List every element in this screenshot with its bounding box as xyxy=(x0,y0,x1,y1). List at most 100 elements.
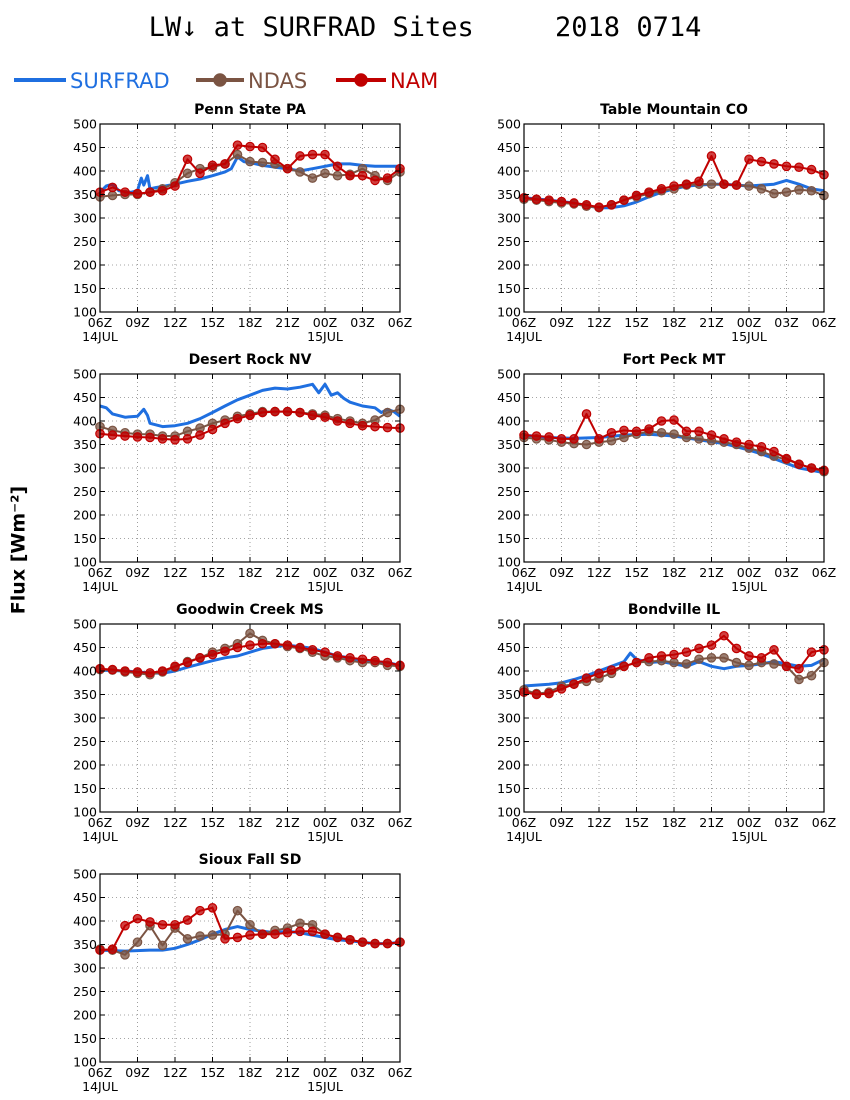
y-tick-label: 300 xyxy=(73,961,97,976)
point-nam xyxy=(581,673,592,683)
point-nam xyxy=(207,424,218,435)
y-tick-label: 200 xyxy=(73,508,97,523)
point-ndas xyxy=(245,919,255,930)
point-ndas xyxy=(132,937,143,947)
x-tick-label: 09Z xyxy=(549,565,573,580)
x-tick-label: 06Z xyxy=(512,315,536,330)
point-ndas xyxy=(295,918,305,929)
point-nam xyxy=(107,664,118,675)
point-nam xyxy=(619,425,629,436)
point-nam xyxy=(307,149,318,160)
point-nam xyxy=(370,175,380,186)
y-tick-label: 100 xyxy=(73,1055,97,1070)
point-nam xyxy=(569,434,579,444)
point-ndas xyxy=(744,660,754,671)
x-date-label: 14JUL xyxy=(82,1079,118,1094)
point-nam xyxy=(195,653,205,663)
y-tick-label: 300 xyxy=(497,711,521,726)
point-nam xyxy=(744,651,754,661)
x-tick-label: 18Z xyxy=(662,565,686,580)
point-nam xyxy=(706,151,717,161)
grid xyxy=(524,624,824,812)
point-nam xyxy=(120,666,130,676)
y-tick-label: 200 xyxy=(497,758,521,773)
point-nam xyxy=(207,160,218,171)
point-nam xyxy=(531,431,542,441)
point-nam xyxy=(731,643,742,654)
point-nam xyxy=(332,651,343,661)
point-ndas xyxy=(794,185,804,195)
x-tick-label: 03Z xyxy=(350,1065,374,1080)
legend-marker-ndas xyxy=(213,73,227,87)
point-nam xyxy=(731,437,742,447)
point-nam xyxy=(644,424,654,434)
point-nam xyxy=(107,182,118,193)
x-tick-label: 00Z xyxy=(313,315,337,330)
grid xyxy=(100,124,400,312)
x-tick-label: 00Z xyxy=(313,815,337,830)
y-tick-label: 100 xyxy=(73,805,97,820)
point-nam xyxy=(182,657,193,668)
point-nam xyxy=(606,200,617,210)
x-tick-label: 06Z xyxy=(88,815,112,830)
panel-penn-state-pa: Penn State PA 100 150 200 250 300 350 400 450 500… xyxy=(73,102,412,344)
y-tick-label: 500 xyxy=(73,117,97,132)
point-nam xyxy=(719,179,729,189)
y-tick-label: 300 xyxy=(73,711,97,726)
point-nam xyxy=(806,463,817,473)
point-nam xyxy=(245,930,255,940)
point-nam xyxy=(132,913,143,924)
x-tick-label: 09Z xyxy=(125,815,149,830)
point-nam xyxy=(669,649,679,660)
x-tick-label: 06Z xyxy=(88,315,112,330)
point-ndas xyxy=(706,653,717,663)
x-tick-label: 21Z xyxy=(699,815,723,830)
x-tick-label: 18Z xyxy=(238,565,262,580)
point-ndas xyxy=(307,173,318,183)
point-nam xyxy=(195,168,205,179)
x-date-label: 14JUL xyxy=(506,829,542,844)
y-tick-label: 100 xyxy=(73,305,97,320)
x-tick-label: 15Z xyxy=(200,1065,224,1080)
legend-item-surfrad: SURFRAD xyxy=(14,69,170,93)
x-tick-label: 09Z xyxy=(125,1065,149,1080)
x-tick-label: 21Z xyxy=(275,315,299,330)
legend-label-ndas: NDAS xyxy=(248,69,307,93)
x-date-label: 15JUL xyxy=(307,329,343,344)
point-nam xyxy=(132,667,143,677)
point-nam xyxy=(656,651,667,661)
point-nam xyxy=(257,929,268,939)
point-nam xyxy=(107,944,118,954)
series-ndas xyxy=(519,426,829,477)
x-tick-label: 00Z xyxy=(313,1065,337,1080)
panel-table-mountain-co: Table Mountain CO 100 150 200 250 300 350 400 45… xyxy=(497,102,836,344)
point-ndas xyxy=(656,427,667,438)
point-nam xyxy=(382,422,393,433)
point-nam xyxy=(370,421,380,432)
grid xyxy=(100,874,400,1062)
point-nam xyxy=(120,187,130,197)
y-tick-label: 450 xyxy=(497,390,521,405)
point-nam xyxy=(594,434,604,444)
y-tick-label: 450 xyxy=(73,390,97,405)
x-tick-label: 03Z xyxy=(774,815,798,830)
y-tick-label: 200 xyxy=(497,258,521,273)
x-tick-label: 03Z xyxy=(350,315,374,330)
x-tick-label: 21Z xyxy=(275,1065,299,1080)
x-tick-label: 06Z xyxy=(388,1065,412,1080)
point-nam xyxy=(120,431,130,441)
y-tick-label: 150 xyxy=(73,531,97,546)
y-tick-label: 150 xyxy=(73,781,97,796)
y-tick-label: 250 xyxy=(73,734,97,749)
point-nam xyxy=(145,187,155,197)
series-nam xyxy=(95,638,405,678)
point-nam xyxy=(531,194,542,204)
y-tick-label: 100 xyxy=(497,305,521,320)
point-nam xyxy=(806,647,817,657)
point-nam xyxy=(245,640,255,650)
point-nam xyxy=(744,439,754,450)
x-tick-label: 21Z xyxy=(699,565,723,580)
point-nam xyxy=(594,202,604,212)
point-nam xyxy=(606,427,617,438)
y-tick-label: 400 xyxy=(497,664,521,679)
